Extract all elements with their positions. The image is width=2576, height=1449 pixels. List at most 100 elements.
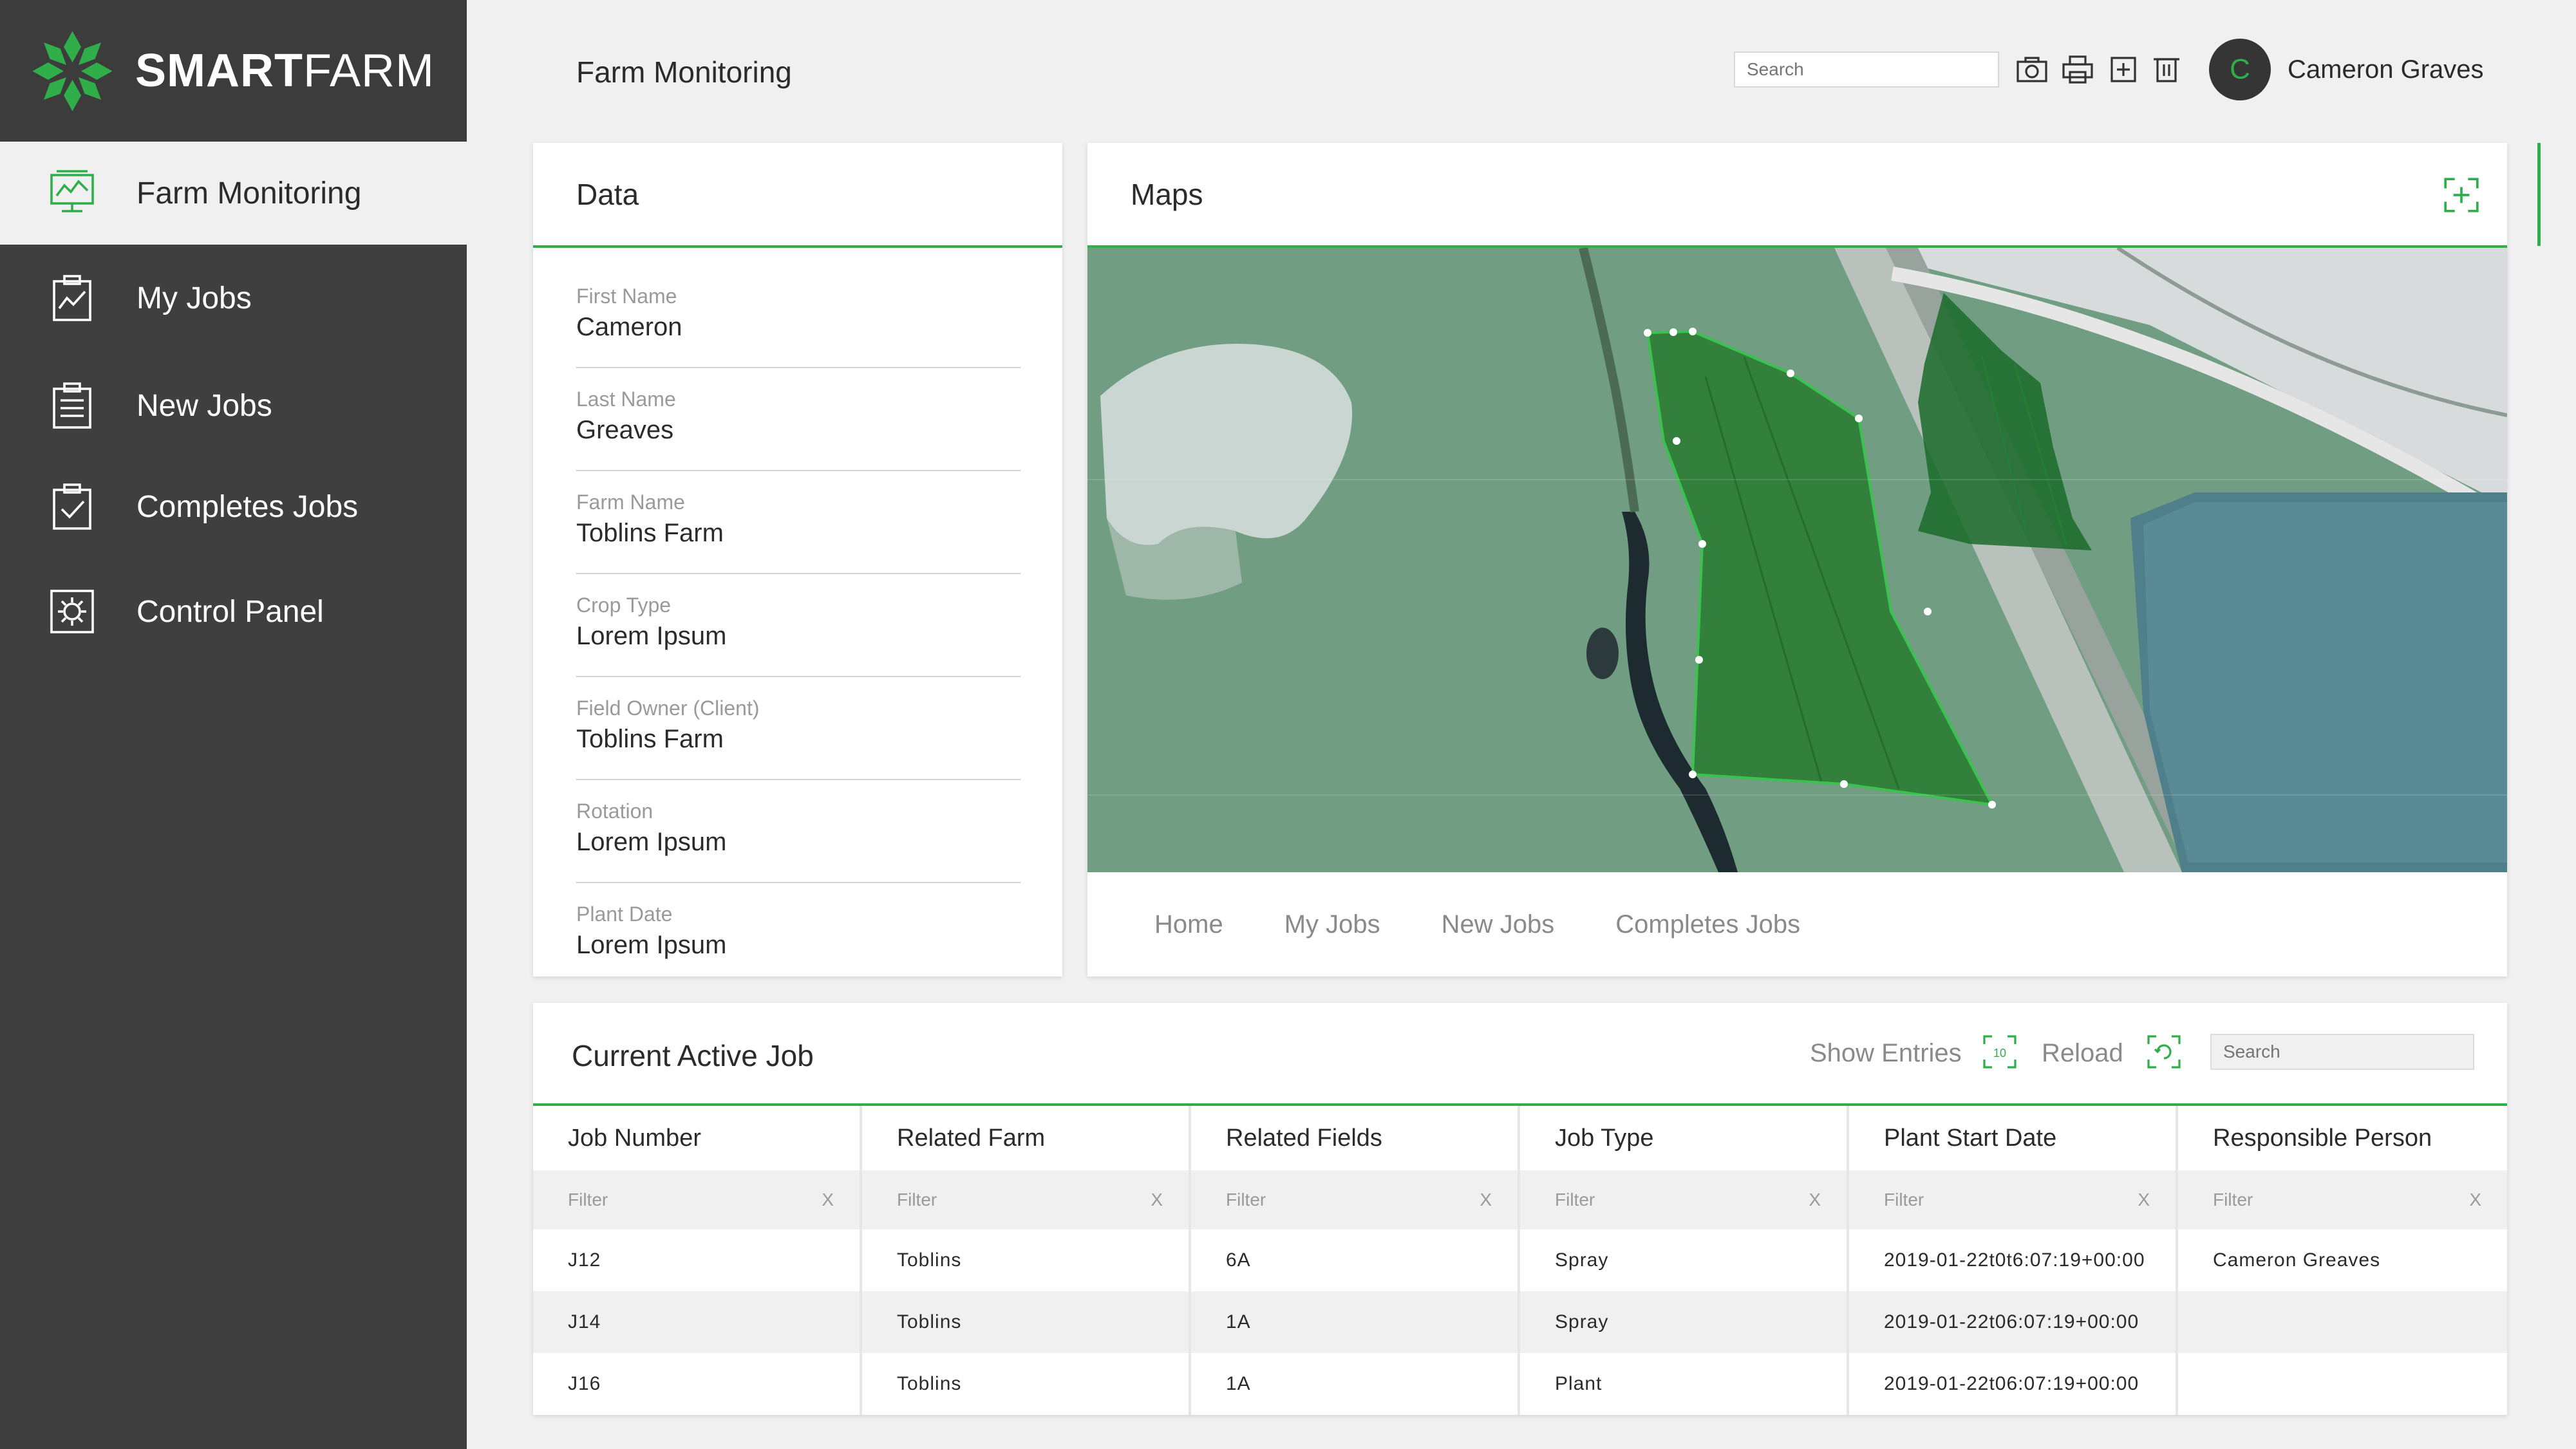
filter-clear-button[interactable]: X: [1151, 1190, 1163, 1210]
filter-clear-button[interactable]: X: [1809, 1190, 1821, 1210]
camera-icon[interactable]: [2014, 51, 2050, 88]
page-title: Farm Monitoring: [576, 55, 792, 89]
show-entries-button[interactable]: Show Entries: [1810, 1039, 1962, 1067]
column-header[interactable]: Related Farm: [897, 1124, 1046, 1152]
field-rotation: Rotation Lorem Ipsum: [576, 780, 1020, 883]
field-crop-type: Crop Type Lorem Ipsum: [576, 574, 1020, 677]
search-input[interactable]: [1734, 51, 1999, 88]
column-header[interactable]: Job Type: [1555, 1124, 1654, 1152]
column-header[interactable]: Plant Start Date: [1884, 1124, 2057, 1152]
entries-count-icon[interactable]: 10: [1982, 1034, 2018, 1070]
map-tab-home[interactable]: Home: [1154, 910, 1223, 939]
reload-icon[interactable]: [2146, 1034, 2182, 1070]
map-tab-new-jobs[interactable]: New Jobs: [1441, 910, 1555, 939]
table-cell[interactable]: 1A: [1226, 1373, 1251, 1394]
clipboard-check-icon: [53, 483, 91, 530]
column-filter[interactable]: Filter X: [533, 1170, 860, 1229]
filter-clear-button[interactable]: X: [822, 1190, 834, 1210]
column-header[interactable]: Job Number: [568, 1124, 701, 1152]
maps-card: Maps: [1087, 143, 2507, 977]
field-label: Field Owner (Client): [576, 696, 760, 720]
sidebar-item-control-panel[interactable]: Control Panel: [0, 560, 467, 663]
column-filter[interactable]: Filter X: [1849, 1170, 2176, 1229]
table-cell[interactable]: Toblins: [897, 1249, 962, 1271]
filter-placeholder: Filter: [1555, 1190, 1595, 1210]
map-tab-completes-jobs[interactable]: Completes Jobs: [1615, 910, 1801, 939]
column-filter[interactable]: Filter X: [1520, 1170, 1847, 1229]
column-job-type: Job Type Filter X Spray Spray Plant: [1520, 1106, 1849, 1415]
table-cell[interactable]: Cameron Greaves: [2213, 1249, 2381, 1271]
sidebar-item-label: Completes Jobs: [136, 489, 359, 524]
printer-icon[interactable]: [2060, 51, 2096, 88]
column-related-farm: Related Farm Filter X Toblins Toblins Tob…: [862, 1106, 1191, 1415]
field-value: Cameron: [576, 313, 682, 341]
filter-placeholder: Filter: [1884, 1190, 1924, 1210]
table-cell[interactable]: Spray: [1520, 1291, 1847, 1353]
maps-card-title: Maps: [1087, 143, 2507, 248]
field-value: Toblins Farm: [576, 725, 724, 753]
column-header[interactable]: Responsible Person: [2213, 1124, 2432, 1152]
field-label: Rotation: [576, 799, 653, 823]
job-card-header: Current Active Job Show Entries 10 Reloa…: [533, 1003, 2507, 1106]
sidebar-item-completes-jobs[interactable]: Completes Jobs: [0, 455, 467, 558]
field-last-name: Last Name Greaves: [576, 368, 1020, 471]
brand-name: SMARTFARM: [135, 45, 435, 97]
table-cell[interactable]: Spray: [1555, 1249, 1609, 1271]
column-filter[interactable]: Filter X: [862, 1170, 1189, 1229]
column-plant-start-date: Plant Start Date Filter X 2019-01-22t0t6:…: [1849, 1106, 2178, 1415]
sidebar-item-new-jobs[interactable]: New Jobs: [0, 354, 467, 457]
satellite-map[interactable]: [1087, 248, 2507, 872]
reload-button[interactable]: Reload: [2042, 1039, 2123, 1067]
table-cell[interactable]: 2019-01-22t06:07:19+00:00: [1884, 1373, 2139, 1394]
field-label: First Name: [576, 285, 677, 308]
table-cell[interactable]: 6A: [1226, 1249, 1251, 1271]
filter-clear-button[interactable]: X: [2469, 1190, 2481, 1210]
leaf-logo-icon: [32, 30, 113, 111]
scrollbar-thumb[interactable]: [2537, 143, 2541, 246]
filter-clear-button[interactable]: X: [2138, 1190, 2150, 1210]
sidebar-item-my-jobs[interactable]: My Jobs: [0, 247, 467, 350]
table-cell[interactable]: J16: [568, 1373, 601, 1394]
table-cell[interactable]: [2178, 1353, 2507, 1415]
table-cell[interactable]: J14: [533, 1291, 860, 1353]
add-square-icon[interactable]: [2105, 51, 2141, 88]
column-job-number: Job Number Filter X J12 J14 J16: [533, 1106, 862, 1415]
trash-icon[interactable]: [2148, 51, 2185, 88]
table-cell[interactable]: Toblins: [862, 1291, 1189, 1353]
column-filter[interactable]: Filter X: [1191, 1170, 1518, 1229]
column-related-fields: Related Fields Filter X 6A 1A 1A: [1191, 1106, 1520, 1415]
user-name[interactable]: Cameron Graves: [2288, 55, 2484, 84]
filter-placeholder: Filter: [897, 1190, 937, 1210]
column-responsible-person: Responsible Person Filter X Cameron Greav…: [2178, 1106, 2507, 1415]
filter-clear-button[interactable]: X: [1480, 1190, 1492, 1210]
field-first-name: First Name Cameron: [576, 265, 1020, 368]
table-cell[interactable]: [2178, 1291, 2507, 1353]
field-value: Lorem Ipsum: [576, 828, 727, 856]
table-cell[interactable]: 2019-01-22t0t6:07:19+00:00: [1884, 1249, 2145, 1271]
column-header[interactable]: Related Fields: [1226, 1124, 1382, 1152]
table-cell[interactable]: 1A: [1191, 1291, 1518, 1353]
field-value: Lorem Ipsum: [576, 931, 727, 959]
field-label: Last Name: [576, 388, 676, 411]
column-filter[interactable]: Filter X: [2178, 1170, 2507, 1229]
brand-logo[interactable]: SMARTFARM: [0, 0, 467, 142]
entries-count: 10: [1993, 1047, 2006, 1060]
sidebar-item-label: Farm Monitoring: [136, 176, 362, 210]
gear-icon: [50, 590, 94, 633]
map-tab-my-jobs[interactable]: My Jobs: [1284, 910, 1380, 939]
map-canvas[interactable]: [1087, 248, 2507, 872]
table-cell[interactable]: Plant: [1555, 1373, 1603, 1394]
filter-placeholder: Filter: [1226, 1190, 1266, 1210]
filter-placeholder: Filter: [568, 1190, 608, 1210]
table-cell[interactable]: J12: [568, 1249, 601, 1271]
clipboard-list-icon: [53, 382, 91, 429]
table-cell[interactable]: 2019-01-22t06:07:19+00:00: [1849, 1291, 2176, 1353]
sidebar-item-label: My Jobs: [136, 281, 252, 315]
table-cell[interactable]: Toblins: [897, 1373, 962, 1394]
job-search-input[interactable]: [2210, 1034, 2474, 1070]
expand-map-icon[interactable]: [2441, 175, 2481, 215]
avatar[interactable]: C: [2209, 39, 2271, 100]
field-label: Farm Name: [576, 491, 685, 514]
monitor-chart-icon: [50, 170, 94, 212]
sidebar-item-farm-monitoring[interactable]: Farm Monitoring: [0, 142, 467, 245]
